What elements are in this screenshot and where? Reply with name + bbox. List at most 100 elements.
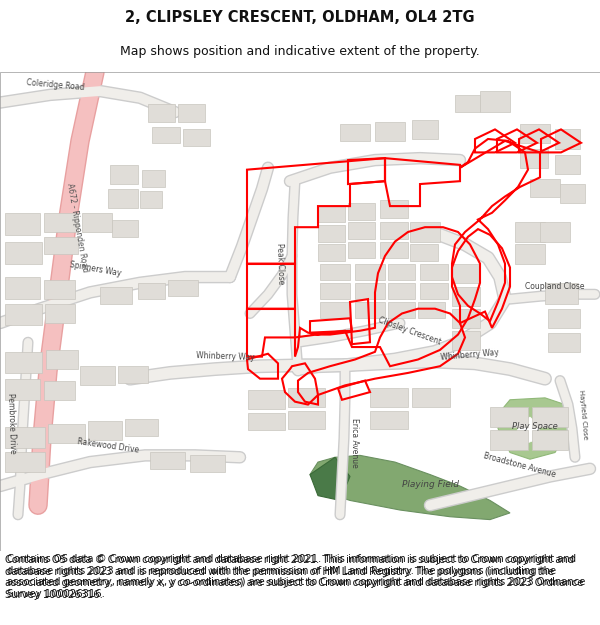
Polygon shape (5, 213, 40, 235)
Polygon shape (5, 304, 42, 325)
Polygon shape (555, 129, 580, 149)
Polygon shape (142, 169, 165, 187)
Polygon shape (388, 302, 415, 318)
Polygon shape (532, 408, 568, 427)
Polygon shape (150, 452, 185, 469)
Polygon shape (48, 424, 85, 443)
Polygon shape (5, 277, 40, 299)
Polygon shape (140, 191, 162, 208)
Polygon shape (318, 225, 345, 242)
Polygon shape (178, 104, 205, 122)
Polygon shape (380, 222, 408, 239)
Text: Play Space: Play Space (512, 422, 558, 431)
Polygon shape (515, 244, 545, 264)
Polygon shape (555, 155, 580, 174)
Text: Spinners Way: Spinners Way (68, 261, 121, 278)
Polygon shape (310, 458, 350, 501)
Polygon shape (5, 352, 42, 373)
Polygon shape (44, 280, 75, 299)
Polygon shape (348, 203, 375, 219)
Polygon shape (288, 411, 325, 429)
Polygon shape (348, 242, 375, 258)
Polygon shape (545, 282, 578, 304)
Text: Hayfield Close: Hayfield Close (578, 389, 588, 439)
Polygon shape (112, 219, 138, 237)
Polygon shape (190, 456, 225, 472)
Polygon shape (380, 242, 408, 258)
Polygon shape (310, 456, 510, 519)
Polygon shape (110, 165, 138, 184)
Polygon shape (455, 95, 480, 112)
Polygon shape (452, 287, 480, 306)
Polygon shape (318, 206, 345, 222)
Polygon shape (480, 91, 510, 112)
Polygon shape (320, 264, 350, 280)
Text: Contains OS data © Crown copyright and database right 2021. This information is : Contains OS data © Crown copyright and d… (7, 554, 586, 599)
Text: Coupland Close: Coupland Close (525, 282, 585, 291)
Polygon shape (515, 222, 545, 242)
Polygon shape (560, 184, 585, 203)
Text: Whinberry Way: Whinberry Way (440, 348, 500, 362)
Polygon shape (452, 331, 480, 350)
Polygon shape (515, 417, 540, 446)
Polygon shape (148, 104, 175, 122)
Polygon shape (412, 388, 450, 408)
Text: Broadstone Avenue: Broadstone Avenue (483, 451, 557, 479)
Polygon shape (320, 302, 350, 318)
Text: Clipsley Crescent: Clipsley Crescent (377, 315, 443, 346)
Polygon shape (320, 282, 350, 299)
Polygon shape (498, 398, 570, 459)
Polygon shape (410, 222, 440, 242)
Polygon shape (375, 122, 405, 141)
Polygon shape (5, 242, 42, 264)
Polygon shape (45, 304, 75, 323)
Polygon shape (44, 213, 78, 232)
Polygon shape (420, 282, 448, 299)
Text: Whinberry Way: Whinberry Way (196, 351, 254, 362)
Text: A672 - Ripponden Road: A672 - Ripponden Road (65, 182, 89, 272)
Polygon shape (168, 280, 198, 296)
Polygon shape (548, 332, 580, 352)
Polygon shape (410, 244, 438, 261)
Polygon shape (388, 282, 415, 299)
Polygon shape (5, 427, 45, 448)
Polygon shape (44, 237, 78, 254)
Polygon shape (138, 282, 165, 299)
Polygon shape (318, 244, 345, 261)
Text: Map shows position and indicative extent of the property.: Map shows position and indicative extent… (120, 45, 480, 58)
Polygon shape (490, 408, 528, 427)
Polygon shape (288, 388, 325, 408)
Polygon shape (418, 302, 445, 318)
Polygon shape (118, 366, 148, 382)
Polygon shape (370, 411, 408, 429)
Text: Pembroke Drive: Pembroke Drive (7, 393, 17, 454)
Polygon shape (452, 309, 480, 328)
Polygon shape (520, 149, 548, 168)
Polygon shape (125, 419, 158, 436)
Polygon shape (80, 366, 115, 386)
Text: Erica Avenue: Erica Avenue (350, 418, 359, 468)
Polygon shape (452, 264, 480, 282)
Polygon shape (412, 120, 438, 139)
Polygon shape (348, 222, 375, 239)
Polygon shape (82, 213, 112, 232)
Text: Playing Field: Playing Field (401, 479, 458, 489)
Polygon shape (355, 282, 385, 299)
Polygon shape (388, 264, 415, 280)
Polygon shape (152, 126, 180, 143)
Polygon shape (540, 222, 570, 242)
Polygon shape (380, 201, 408, 217)
Polygon shape (420, 264, 448, 280)
Polygon shape (248, 390, 285, 409)
Polygon shape (5, 452, 45, 472)
Polygon shape (532, 431, 568, 449)
Text: 2, CLIPSLEY CRESCENT, OLDHAM, OL4 2TG: 2, CLIPSLEY CRESCENT, OLDHAM, OL4 2TG (125, 11, 475, 26)
Polygon shape (490, 431, 528, 449)
Polygon shape (355, 302, 385, 318)
Polygon shape (370, 388, 408, 408)
Polygon shape (88, 421, 122, 440)
Polygon shape (100, 287, 132, 304)
Polygon shape (183, 129, 210, 146)
Text: Rakewood Drive: Rakewood Drive (77, 437, 139, 454)
Text: Contains OS data © Crown copyright and database right 2021. This information is : Contains OS data © Crown copyright and d… (5, 555, 583, 600)
